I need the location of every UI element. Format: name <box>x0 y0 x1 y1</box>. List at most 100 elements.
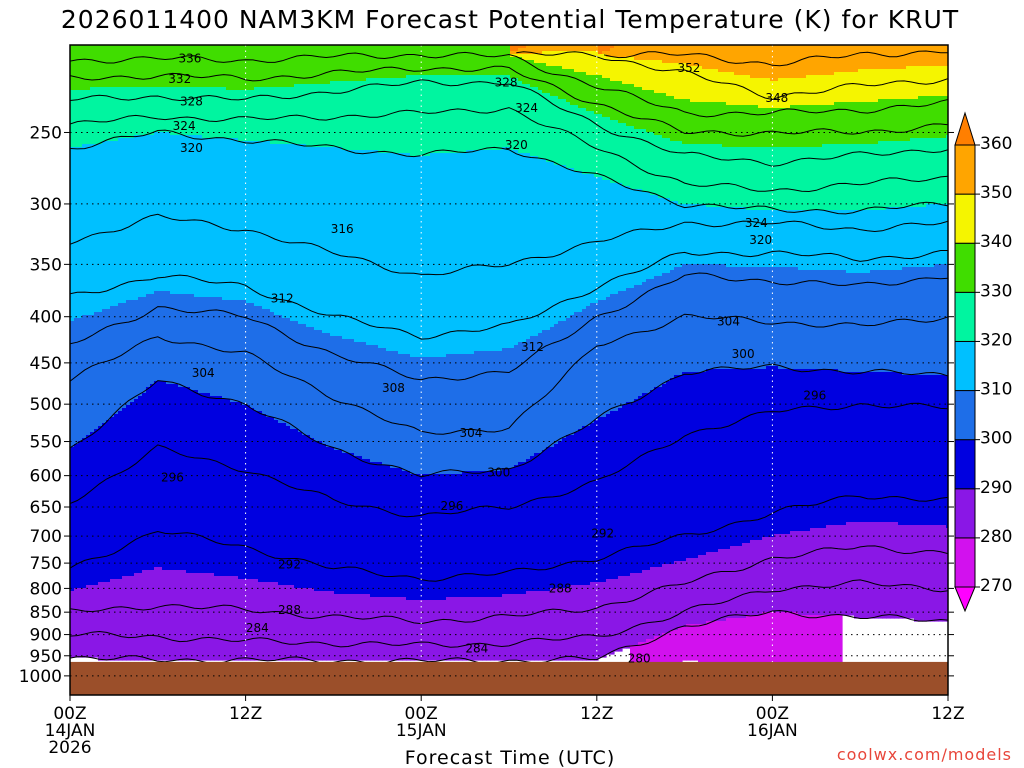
contour-fill-cell <box>518 462 523 595</box>
contour-fill-cell <box>818 369 823 529</box>
contour-fill-cell <box>302 144 307 325</box>
contour-fill-cell <box>498 45 503 76</box>
contour-fill-cell <box>430 153 435 358</box>
contour-fill-cell <box>686 144 691 205</box>
contour-fill-cell <box>698 45 703 67</box>
contour-fill-cell <box>462 153 467 355</box>
contour-fill-cell <box>142 87 147 136</box>
y-tick-label: 800 <box>30 579 62 599</box>
colorbar-label: 340 <box>980 232 1012 252</box>
contour-fill-cell <box>822 144 827 211</box>
x-tick-label: 00Z <box>405 704 438 724</box>
contour-fill-cell <box>690 144 695 205</box>
contour-fill-cell <box>654 93 659 136</box>
contour-fill-cell <box>910 66 915 100</box>
contour-fill-cell <box>726 369 731 550</box>
contour-fill-cell <box>598 177 603 301</box>
contour-fill-cell <box>350 81 355 151</box>
contour-fill-cell <box>866 210 871 274</box>
contour-fill-cell <box>350 45 355 82</box>
contour-fill-cell <box>210 45 215 88</box>
contour-fill-cell <box>662 564 667 634</box>
contour-fill-cell <box>334 450 339 595</box>
contour-fill-cell <box>766 366 771 538</box>
x-tick-label: 15JAN <box>396 721 447 741</box>
contour-fill-cell <box>298 144 303 325</box>
contour-fill-cell <box>130 300 135 403</box>
contour-fill-cell <box>790 78 795 106</box>
contour-fill-cell <box>714 144 719 208</box>
contour-fill-cell <box>354 456 359 595</box>
contour-fill-cell <box>234 402 239 577</box>
contour-fill-cell <box>774 612 779 673</box>
contour-fill-cell <box>378 153 383 349</box>
contour-fill-cell <box>154 381 159 568</box>
contour-fill-cell <box>918 96 923 139</box>
contour-fill-cell <box>630 189 635 289</box>
contour-fill-cell <box>254 45 259 88</box>
contour-fill-cell <box>226 45 231 91</box>
contour-fill-cell <box>614 579 619 652</box>
contour-fill-cell <box>90 45 95 88</box>
contour-fill-cell <box>434 600 439 661</box>
contour-fill-cell <box>886 207 891 271</box>
contour-fill-cell <box>942 96 947 139</box>
contour-fill-cell <box>102 423 107 583</box>
contour-fill-cell <box>558 45 563 52</box>
contour-fill-cell <box>710 69 715 103</box>
contour-fill-cell <box>454 45 459 76</box>
contour-fill-cell <box>358 456 363 595</box>
contour-fill-cell <box>210 87 215 139</box>
contour-fill-cell <box>322 84 327 148</box>
contour-fill-cell <box>786 534 791 613</box>
contour-fill-cell <box>194 573 199 661</box>
contour-fill-cell <box>106 141 111 310</box>
contour-fill-cell <box>354 150 359 343</box>
contour-fill-cell <box>926 45 931 67</box>
contour-fill-cell <box>818 45 823 76</box>
contour-fill-cell <box>438 474 443 601</box>
contour-fill-cell <box>706 45 711 70</box>
contour-fill-cell <box>442 75 447 154</box>
contour-fill-cell <box>618 291 623 409</box>
contour-fill-cell <box>758 267 763 370</box>
contour-fill-cell <box>566 588 571 661</box>
contour-fill-cell <box>658 198 663 277</box>
contour-fill-cell <box>590 111 595 175</box>
contour-fill-cell <box>142 393 147 571</box>
contour-fill-cell <box>70 591 75 658</box>
contour-fill-cell <box>110 306 115 418</box>
contour-fill-cell <box>554 165 559 325</box>
contour-fill-cell <box>858 522 863 619</box>
contour-fill-cell <box>326 147 331 334</box>
contour-fill-cell <box>138 45 143 88</box>
contour-fill-cell <box>246 405 251 580</box>
contour-fill-cell <box>710 369 715 553</box>
contour-fill-cell <box>378 597 383 661</box>
contour-fill-cell <box>110 579 115 661</box>
contour-fill-cell <box>298 324 303 433</box>
contour-fill-cell <box>862 69 867 103</box>
contour-fill-cell <box>878 99 883 142</box>
contour-fill-cell <box>822 210 827 271</box>
contour-fill-cell <box>202 573 207 661</box>
contour-fill-cell <box>654 567 659 637</box>
contour-fill-cell <box>906 375 911 526</box>
colorbar-label: 360 <box>980 134 1012 154</box>
contour-fill-cell <box>170 135 175 295</box>
contour-fill-cell <box>546 591 551 661</box>
contour-fill-cell <box>882 270 887 373</box>
contour-fill-cell <box>226 576 231 661</box>
contour-fill-cell <box>398 354 403 469</box>
contour-fill-cell <box>798 45 803 79</box>
colorbar-arrow-low <box>954 586 976 613</box>
contour-fill-cell <box>106 45 111 88</box>
contour-fill-cell <box>130 402 135 577</box>
contour-fill-cell <box>862 210 867 274</box>
contour-fill-cell <box>698 66 703 103</box>
contour-fill-cell <box>762 108 767 148</box>
contour-fill-cell <box>638 573 643 643</box>
contour-label: 320 <box>180 141 203 155</box>
contour-fill-cell <box>594 51 599 76</box>
colorbar-segment <box>954 340 976 392</box>
